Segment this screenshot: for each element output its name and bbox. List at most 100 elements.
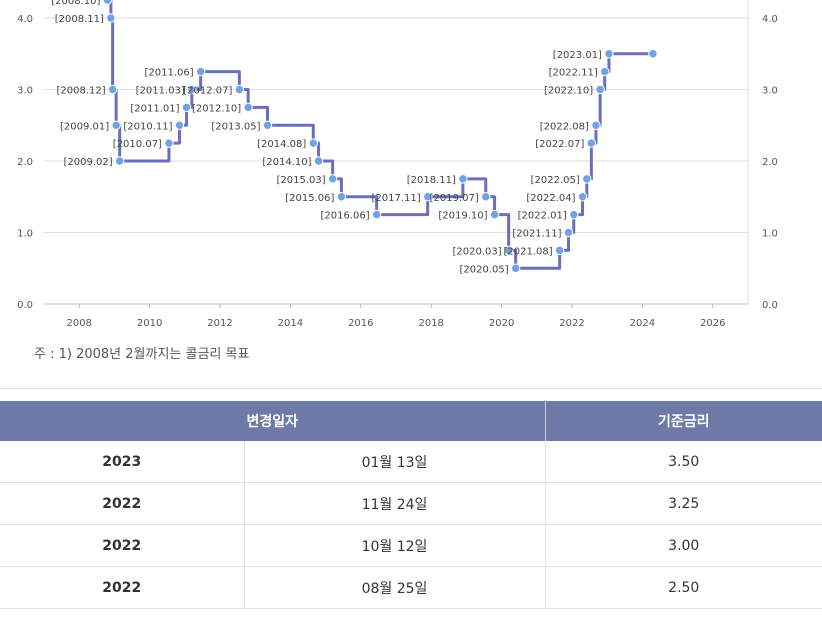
divider: [0, 388, 822, 389]
data-point[interactable]: [234, 84, 245, 95]
y-tick-label-right: 2.0: [762, 157, 778, 168]
data-point[interactable]: [106, 13, 116, 23]
x-tick-label: 2020: [489, 318, 514, 329]
x-tick-label: 2008: [66, 318, 91, 329]
data-point[interactable]: [308, 138, 318, 148]
data-point[interactable]: [481, 192, 491, 202]
x-tick-label: 2012: [207, 318, 232, 329]
data-label: [2015.06]: [285, 193, 334, 204]
row-rate: 3.00: [545, 524, 822, 567]
data-point[interactable]: [262, 120, 273, 130]
data-point[interactable]: [503, 245, 514, 256]
data-label: [2012.07]: [183, 86, 232, 97]
data-point[interactable]: [336, 192, 347, 202]
data-point[interactable]: [510, 263, 521, 273]
data-point[interactable]: [327, 174, 338, 184]
data-point[interactable]: [174, 120, 185, 130]
x-tick-label: 2014: [278, 318, 303, 329]
y-tick-label-left: 0.0: [17, 300, 33, 311]
data-label: [2022.01]: [518, 211, 567, 222]
data-label: [2022.04]: [526, 193, 575, 204]
data-label: [2016.06]: [320, 211, 369, 222]
data-label: [2022.07]: [535, 139, 584, 150]
point-labels: [2008.10] [2008.11] [2008.12] [2009.01] [200…: [51, 0, 602, 275]
data-point[interactable]: [563, 227, 574, 238]
x-axis: 2008 2010 2012 2014 2016 2018 2020 2022 2024 2026: [66, 304, 726, 329]
data-point[interactable]: [577, 192, 588, 202]
data-point[interactable]: [569, 209, 579, 220]
data-point[interactable]: [164, 138, 174, 148]
data-label: [2022.10]: [544, 86, 593, 97]
chart-grid: [44, 0, 749, 305]
header-change-date: 변경일자: [0, 401, 546, 441]
data-point[interactable]: [102, 0, 113, 5]
data-point[interactable]: [114, 156, 125, 166]
x-tick-label: 2026: [700, 318, 725, 329]
data-point[interactable]: [489, 209, 500, 220]
x-tick-label: 2022: [559, 318, 584, 329]
data-label: [2023.01]: [553, 50, 602, 61]
rate-chart: 0.0 1.0 2.0 3.0 4.0 0.0 1.0 2.0 3.0 4.0 2008 2010…: [17, 0, 778, 329]
data-point[interactable]: [604, 49, 614, 59]
y-tick-label-left: 2.0: [17, 157, 33, 168]
data-point[interactable]: [187, 84, 197, 95]
data-point[interactable]: [554, 245, 565, 256]
data-label: [2020.05]: [460, 264, 509, 275]
data-label: [2022.11]: [549, 68, 598, 79]
data-label: [2020.03]: [452, 246, 501, 257]
table-header-row: 변경일자 기준금리: [0, 401, 822, 441]
row-rate: 2.50: [545, 566, 822, 609]
data-point[interactable]: [422, 192, 433, 202]
data-point[interactable]: [181, 102, 192, 113]
y-axis-right: 0.0 1.0 2.0 3.0 4.0: [762, 14, 778, 311]
table-row: 2022 11월 24일 3.25: [0, 482, 822, 525]
y-tick-label-right: 3.0: [762, 86, 778, 97]
data-label: [2021.08]: [504, 246, 553, 257]
data-points: [102, 0, 658, 273]
data-point[interactable]: [591, 120, 601, 130]
data-point[interactable]: [600, 66, 610, 77]
y-tick-label-left: 1.0: [17, 229, 33, 240]
y-tick-label-right: 1.0: [762, 229, 778, 240]
data-point[interactable]: [648, 49, 658, 59]
data-label: [2015.03]: [276, 175, 325, 186]
y-axis-left: 0.0 1.0 2.0 3.0 4.0: [17, 14, 33, 311]
data-label: [2022.05]: [531, 175, 580, 186]
data-label: [2010.11]: [123, 121, 172, 132]
data-point[interactable]: [111, 120, 121, 130]
rate-step-line: [107, 0, 653, 270]
data-label: [2011.01]: [130, 103, 179, 114]
data-point[interactable]: [595, 84, 605, 95]
table-row: 2023 01월 13일 3.50: [0, 441, 822, 483]
data-point[interactable]: [313, 156, 324, 166]
data-label: [2008.12]: [56, 86, 105, 97]
data-label: [2010.07]: [113, 139, 162, 150]
table-row: 2022 08월 25일 2.50: [0, 566, 822, 609]
data-point[interactable]: [243, 102, 253, 113]
row-year: 2022: [0, 524, 245, 567]
data-label: [2011.06]: [144, 68, 193, 79]
data-label: [2022.08]: [540, 121, 589, 132]
header-base-rate: 기준금리: [545, 401, 822, 441]
data-point[interactable]: [458, 174, 468, 184]
y-tick-label-right: 0.0: [762, 300, 778, 311]
data-point[interactable]: [371, 209, 382, 220]
data-point[interactable]: [586, 138, 597, 148]
data-label: [2012.10]: [192, 103, 241, 114]
data-point[interactable]: [582, 174, 592, 184]
row-rate: 3.50: [545, 441, 822, 483]
table-row: 2022 10월 12일 3.00: [0, 524, 822, 567]
row-date: 10월 12일: [244, 524, 546, 567]
data-point[interactable]: [107, 84, 118, 95]
data-point[interactable]: [195, 66, 206, 77]
data-label: [2009.01]: [60, 121, 109, 132]
y-tick-label-left: 3.0: [17, 86, 33, 97]
data-label: [2008.10]: [51, 0, 100, 7]
data-label: [2019.10]: [438, 211, 487, 222]
x-tick-label: 2018: [418, 318, 443, 329]
data-label: [2011.03]: [136, 86, 185, 97]
data-label: [2008.11]: [55, 14, 104, 25]
x-tick-label: 2016: [348, 318, 373, 329]
data-label: [2014.08]: [257, 139, 306, 150]
row-rate: 3.25: [545, 482, 822, 525]
